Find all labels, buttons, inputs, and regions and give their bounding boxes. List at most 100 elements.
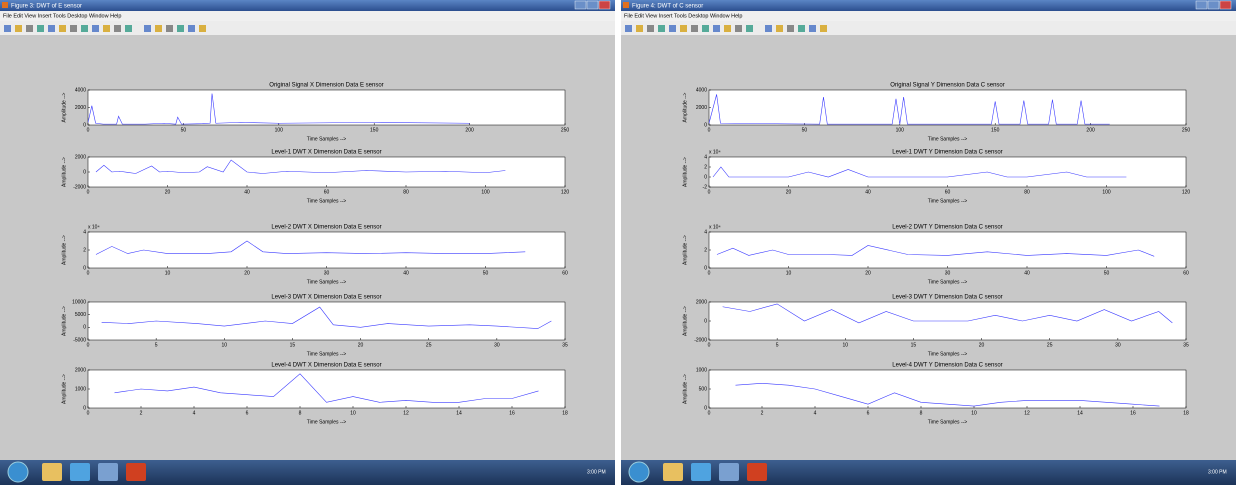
taskbar-icon[interactable]: [98, 463, 118, 481]
x-axis-label: Time Samples -->: [928, 198, 967, 204]
toolbar-button[interactable]: [37, 25, 44, 32]
x-tick-label: 120: [1182, 189, 1191, 195]
window-button[interactable]: [1220, 1, 1231, 9]
window-button[interactable]: [599, 1, 610, 9]
y-tick-label: 4: [704, 229, 707, 235]
toolbar-button[interactable]: [15, 25, 22, 32]
toolbar-button[interactable]: [647, 25, 654, 32]
toolbar-button[interactable]: [724, 25, 731, 32]
toolbar-button[interactable]: [776, 25, 783, 32]
x-axis-label: Time Samples -->: [928, 279, 967, 285]
y-axis-label: Amplitude -->: [682, 235, 688, 265]
menu[interactable]: File Edit View Insert Tools Desktop Wind…: [3, 13, 121, 19]
x-tick-label: 30: [494, 342, 500, 348]
x-tick-label: 40: [865, 189, 871, 195]
figure-window: Figure 3: DWT of E sensor File Edit View …: [0, 0, 615, 485]
x-tick-label: 20: [979, 342, 985, 348]
y-axis-label: Amplitude -->: [61, 306, 67, 336]
toolbar-button[interactable]: [625, 25, 632, 32]
toolbar-button[interactable]: [820, 25, 827, 32]
toolbar-button[interactable]: [26, 25, 33, 32]
x-tick-label: 0: [708, 342, 711, 348]
x-axis-label: Time Samples -->: [928, 419, 967, 425]
start-button[interactable]: [629, 462, 649, 482]
axes: [709, 90, 1186, 125]
toolbar-button[interactable]: [669, 25, 676, 32]
toolbar-button[interactable]: [4, 25, 11, 32]
toolbar-button[interactable]: [680, 25, 687, 32]
plot-title: Original Signal X Dimension Data E senso…: [269, 83, 383, 89]
x-tick-label: 250: [1182, 127, 1191, 133]
toolbar-button[interactable]: [809, 25, 816, 32]
y-tick-label: 10000: [72, 299, 86, 305]
toolbar-button[interactable]: [103, 25, 110, 32]
menu[interactable]: File Edit View Insert Tools Desktop Wind…: [624, 13, 742, 19]
toolbar-button[interactable]: [144, 25, 151, 32]
taskbar-icon[interactable]: [691, 463, 711, 481]
x-tick-label: 0: [87, 342, 90, 348]
x-tick-label: 10: [350, 410, 356, 416]
toolbar-button[interactable]: [735, 25, 742, 32]
toolbar-button[interactable]: [713, 25, 720, 32]
toolbar-button[interactable]: [155, 25, 162, 32]
toolbar-button[interactable]: [658, 25, 665, 32]
y-tick-label: 2: [704, 164, 707, 170]
x-tick-label: 2: [761, 410, 764, 416]
toolbar-button[interactable]: [92, 25, 99, 32]
toolbar-button[interactable]: [114, 25, 121, 32]
plot-title: Level-3 DWT Y Dimension Data C sensor: [892, 295, 1002, 301]
x-tick-label: 35: [562, 342, 568, 348]
x-tick-label: 2: [140, 410, 143, 416]
toolbar-button[interactable]: [81, 25, 88, 32]
x-tick-label: 0: [708, 127, 711, 133]
toolbar-button[interactable]: [188, 25, 195, 32]
plot-title: Level-2 DWT Y Dimension Data C sensor: [892, 225, 1002, 231]
taskbar-icon[interactable]: [747, 463, 767, 481]
window-title: Figure 3: DWT of E sensor: [11, 4, 82, 10]
x-tick-label: 10: [222, 342, 228, 348]
y-tick-label: 0: [704, 122, 707, 128]
window-button[interactable]: [1208, 1, 1219, 9]
toolbar-button[interactable]: [125, 25, 132, 32]
y-tick-label: 2: [83, 247, 86, 253]
x-tick-label: 100: [481, 189, 490, 195]
toolbar-button[interactable]: [746, 25, 753, 32]
y-tick-label: 0: [83, 405, 86, 411]
taskbar-icon[interactable]: [719, 463, 739, 481]
x-tick-label: 60: [562, 270, 568, 276]
x-tick-label: 12: [1024, 410, 1030, 416]
start-button[interactable]: [8, 462, 28, 482]
taskbar-icon[interactable]: [42, 463, 62, 481]
y-tick-label: 0: [83, 265, 86, 271]
x-tick-label: 0: [87, 127, 90, 133]
window-button[interactable]: [1196, 1, 1207, 9]
toolbar-button[interactable]: [787, 25, 794, 32]
window-button[interactable]: [575, 1, 586, 9]
x-tick-label: 20: [786, 189, 792, 195]
y-axis-label: Amplitude -->: [61, 235, 67, 265]
toolbar-button[interactable]: [636, 25, 643, 32]
toolbar-button[interactable]: [59, 25, 66, 32]
y-tick-label: 2000: [75, 105, 86, 111]
y-tick-label: 4: [704, 154, 707, 160]
window-button[interactable]: [587, 1, 598, 9]
y-axis-label: Amplitude -->: [61, 92, 67, 122]
x-tick-label: 30: [945, 270, 951, 276]
toolbar-button[interactable]: [199, 25, 206, 32]
toolbar-button[interactable]: [177, 25, 184, 32]
x-tick-label: 60: [1183, 270, 1189, 276]
y-tick-label: 1000: [75, 386, 86, 392]
toolbar-button[interactable]: [70, 25, 77, 32]
taskbar-icon[interactable]: [126, 463, 146, 481]
taskbar-icon[interactable]: [70, 463, 90, 481]
toolbar-button[interactable]: [702, 25, 709, 32]
toolbar-button[interactable]: [691, 25, 698, 32]
toolbar-button[interactable]: [166, 25, 173, 32]
toolbar-button[interactable]: [765, 25, 772, 32]
plot-title: Level-2 DWT X Dimension Data E sensor: [271, 225, 381, 231]
toolbar-button[interactable]: [798, 25, 805, 32]
y-tick-label: 2: [704, 247, 707, 253]
toolbar-button[interactable]: [48, 25, 55, 32]
y-tick-label: 4000: [696, 87, 707, 93]
taskbar-icon[interactable]: [663, 463, 683, 481]
